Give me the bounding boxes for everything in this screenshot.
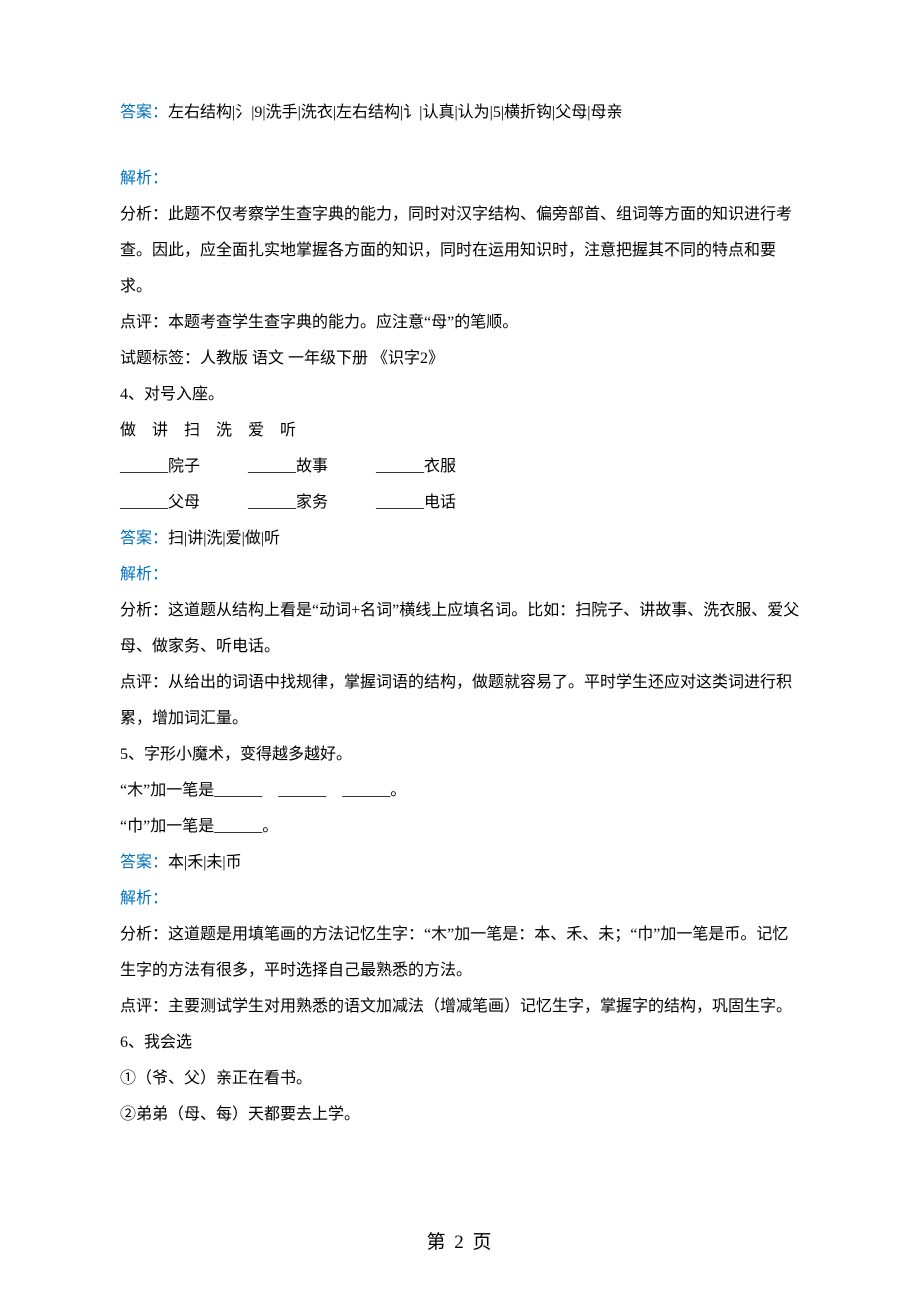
answer-line-1: 答案：左右结构|氵|9|洗手|洗衣|左右结构|讠|认真|认为|5|横折钩|父母|… [120,95,800,131]
question-6-item-1: ①（爷、父）亲正在看书。 [120,1061,800,1097]
question-6-item-2: ②弟弟（母、每）天都要去上学。 [120,1097,800,1133]
answer-body: 左右结构|氵|9|洗手|洗衣|左右结构|讠|认真|认为|5|横折钩|父母|母亲 [168,104,622,121]
question-5-title: 5、字形小魔术，变得越多越好。 [120,737,800,773]
question-4-blanks-2: ______父母 ______家务 ______电话 [120,485,800,521]
question-4-words: 做 讲 扫 洗 爱 听 [120,413,800,449]
answer-label: 答案： [120,104,168,121]
answer-label: 答案： [120,854,168,871]
comment-2: 点评：从给出的词语中找规律，掌握词语的结构，做题就容易了。平时学生还应对这类词进… [120,665,800,737]
answer-line-3: 答案：本|禾|未|币 [120,845,800,881]
analysis-label-2: 解析： [120,557,800,593]
comment-1: 点评：本题考查学生查字典的能力。应注意“母”的笔顺。 [120,305,800,341]
answer-body: 本|禾|未|币 [168,854,242,871]
answer-line-2: 答案：扫|讲|洗|爱|做|听 [120,521,800,557]
analysis-text-3: 分析：这道题是用填笔画的方法记忆生字：“木”加一笔是：本、禾、未；“巾”加一笔是… [120,917,800,989]
document-body: 答案：左右结构|氵|9|洗手|洗衣|左右结构|讠|认真|认为|5|横折钩|父母|… [120,95,800,1133]
answer-body: 扫|讲|洗|爱|做|听 [168,530,280,547]
analysis-text-2: 分析：这道题从结构上看是“动词+名词”横线上应填名词。比如：扫院子、讲故事、洗衣… [120,593,800,665]
question-4-blanks-1: ______院子 ______故事 ______衣服 [120,449,800,485]
question-5-line-1: “木”加一笔是______ ______ ______。 [120,773,800,809]
question-6-title: 6、我会选 [120,1025,800,1061]
analysis-label-3: 解析： [120,881,800,917]
answer-label: 答案： [120,530,168,547]
tag-line: 试题标签：人教版 语文 一年级下册 《识字2》 [120,341,800,377]
question-4-title: 4、对号入座。 [120,377,800,413]
analysis-label-1: 解析： [120,161,800,197]
comment-3: 点评：主要测试学生对用熟悉的语文加减法（增减笔画）记忆生字，掌握字的结构，巩固生… [120,989,800,1025]
page-footer: 第 2 页 [0,1227,920,1254]
analysis-text-1: 分析：此题不仅考察学生查字典的能力，同时对汉字结构、偏旁部首、组词等方面的知识进… [120,197,800,305]
question-5-line-2: “巾”加一笔是______。 [120,809,800,845]
